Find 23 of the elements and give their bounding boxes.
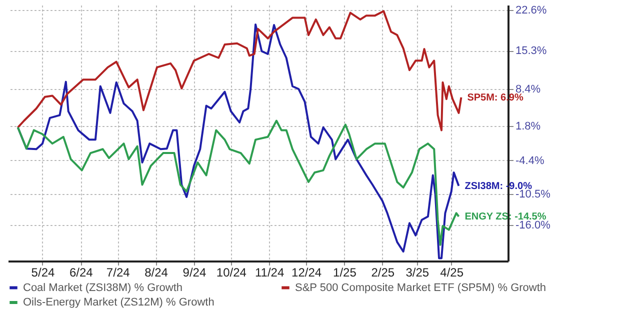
line-series [16,10,462,132]
x-tick-label: 5/24 [31,266,55,280]
y-tick-label: 15.3% [516,45,547,58]
x-tick-label: 11/24 [255,266,284,280]
x-tick-label: 3/25 [406,266,430,280]
y-tick-label: 22.6% [516,4,547,17]
x-tick-label: 8/24 [144,266,168,280]
y-tick-label: -10.5% [516,188,551,201]
y-tick-label: 1.8% [516,120,541,132]
x-tick-label: 7/24 [106,266,130,280]
x-tick-label: 10/24 [216,266,247,280]
legend-label: S&P 500 Composite Market ETF (SP5M) % Growth [295,282,546,294]
x-tick-label: 6/24 [69,266,94,280]
x-tick-label: 1/25 [333,266,357,280]
legend-label: Coal Market (ZSI38M) % Growth [23,282,183,294]
y-tick-label: -16.0% [516,219,551,232]
legend-label: Oils-Energy Market (ZS12M) % Growth [23,296,214,308]
x-tick-label: 4/25 [440,266,464,280]
x-tick-label: 12/24 [292,266,322,280]
x-tick-label: 9/24 [182,266,206,280]
x-tick-label: 2/25 [371,266,395,280]
line-series [16,120,460,246]
y-tick-label: -4.4% [516,154,544,167]
